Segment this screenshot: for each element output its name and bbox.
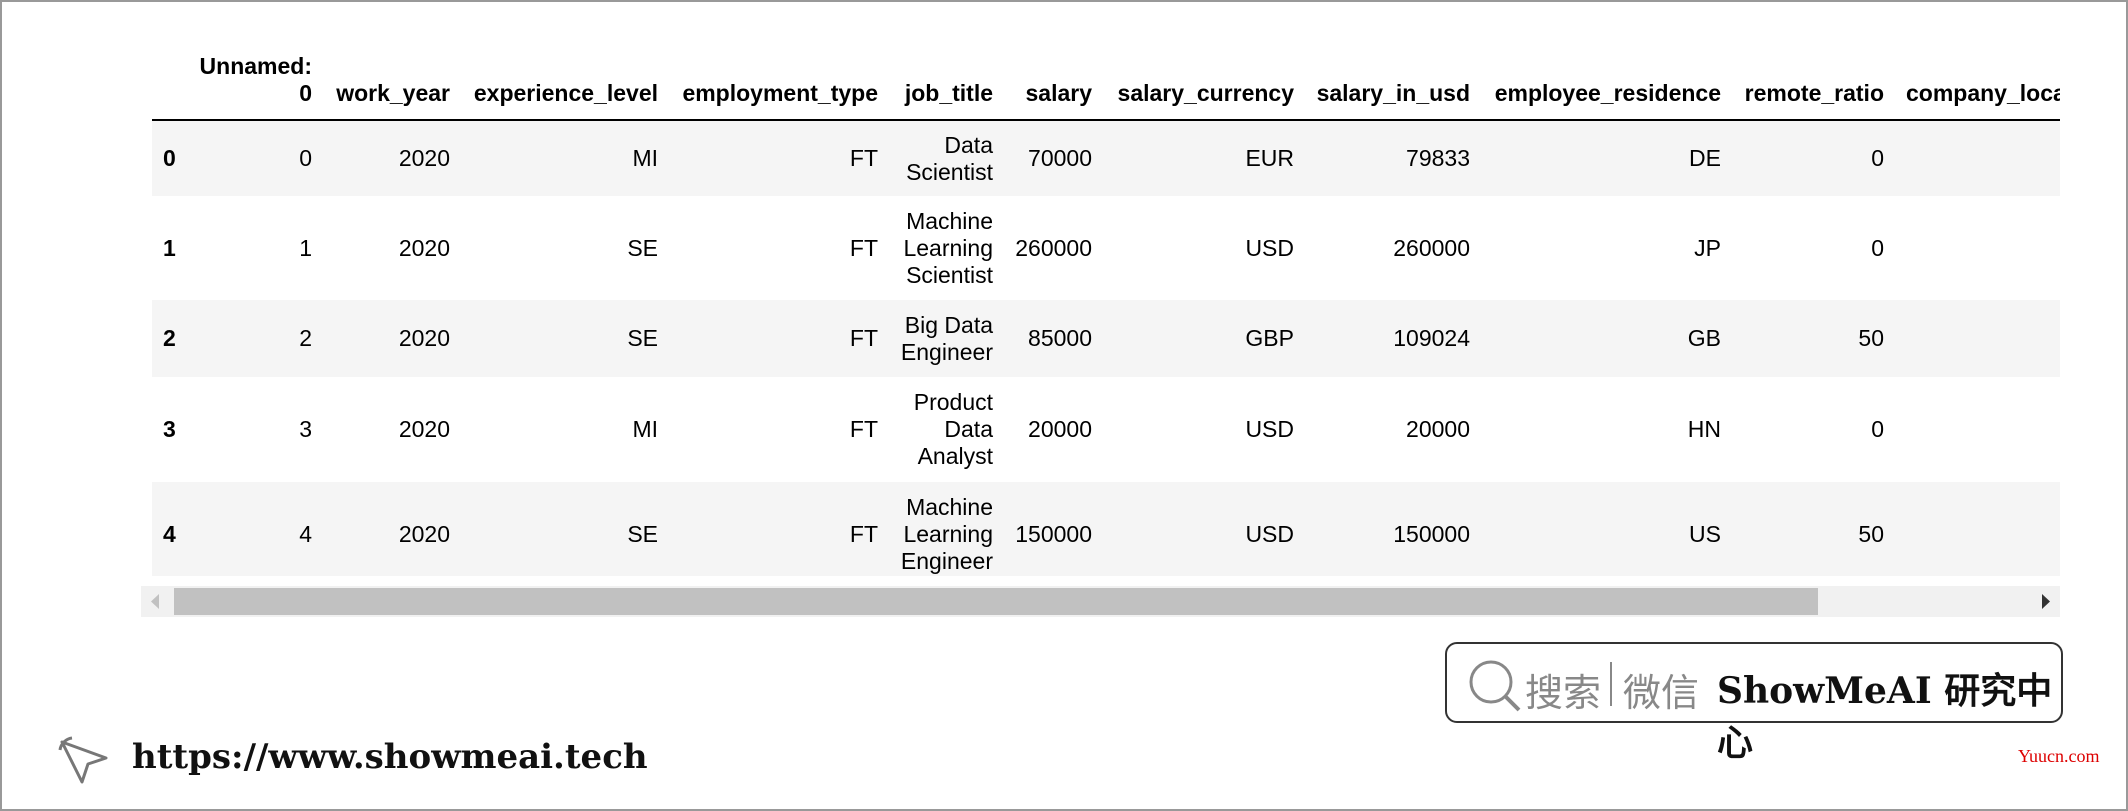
search-icon [1469,660,1521,712]
row-index: 4 [163,520,176,547]
table-cell: 260000 [1015,234,1092,261]
table-cell: 2020 [398,520,450,547]
table-cell: Data Scientist [906,131,993,185]
scroll-left-arrow[interactable] [149,594,161,609]
column-header: employment_type [682,80,878,106]
table-cell: 2020 [398,416,450,442]
table-cell: DE [1689,145,1721,171]
table-cell: SE [627,325,658,351]
row-index: 3 [163,416,176,442]
row-index: 1 [163,234,176,261]
table-cell-clipped [1895,196,2060,300]
footer-credit: Yuucn.com [2018,746,2100,766]
scrollbar-thumb[interactable] [174,588,1818,615]
watermark-wechat: 微信 [1623,671,1700,715]
table-cell: Machine Learning Scientist [903,207,993,288]
table-cell: Product Data Analyst [913,389,993,469]
table-cell: 2020 [398,325,450,351]
footer-url[interactable]: https://www.showmeai.tech [132,737,648,777]
table-cell: GBP [1245,325,1294,351]
watermark-search: 搜索 [1525,671,1602,715]
table-cell: 0 [1871,416,1884,442]
table-cell: 150000 [1393,520,1470,547]
table-cell: FT [849,416,878,442]
table-cell: GB [1687,325,1721,351]
cursor-icon [58,736,108,784]
column-header: remote_ratio [1744,80,1884,106]
table-cell-clipped [1895,300,2060,377]
column-header: Unnamed: 0 [199,53,312,106]
table-cell: 2 [299,325,312,351]
table-cell: 3 [299,416,312,442]
dataframe: Unnamed: 0 work_year experience_level emplo… [152,41,2060,576]
table-row: 4 4 2020 SE FT Machine Learning Engineer 15000… [152,482,2060,576]
column-header: employee_residence [1494,80,1721,106]
table-cell: EUR [1245,145,1294,171]
table-cell: USD [1245,416,1294,442]
table-cell: JP [1694,234,1721,261]
table-cell: US [1689,520,1721,547]
column-header: job_title [904,80,993,106]
table-cell: 109024 [1393,325,1470,351]
header-row: Unnamed: 0 work_year experience_level emplo… [152,41,2060,120]
table-cell: MI [632,145,658,171]
table-viewport: Unnamed: 0 work_year experience_level emplo… [152,41,2060,576]
row-index: 2 [163,325,176,351]
table-cell: 79833 [1406,145,1470,171]
table-row: 2 2 2020 SE FT Big Data Engineer 85000 GBP 10902… [152,300,2060,377]
separator [1610,662,1612,706]
table-cell: MI [632,416,658,442]
table-cell: 20000 [1406,416,1470,442]
table-cell: 4 [299,520,312,547]
table-cell: FT [849,234,878,261]
column-header: salary_in_usd [1316,80,1470,106]
watermark-brand: ShowMeAI 研究中心 [1717,670,2053,764]
table-cell: 2020 [398,145,450,171]
table-row: 1 1 2020 SE FT Machine Learning Scientist 2600… [152,196,2060,300]
column-header: work_year [336,80,450,106]
table-cell: 20000 [1028,416,1092,442]
watermark-box: 搜索 微信 ShowMeAI 研究中心 [1445,642,2063,764]
table-cell: 50 [1858,325,1884,351]
column-header: experience_level [473,80,658,106]
table-cell: Big Data Engineer [900,311,993,365]
table-cell: 0 [1871,234,1884,261]
table-cell: 85000 [1028,325,1092,351]
table-cell: 150000 [1015,520,1092,547]
table-cell: FT [849,520,878,547]
horizontal-scrollbar[interactable] [141,586,2060,617]
table-row: 0 0 2020 MI FT Data Scientist 70000 EUR 79833 DE 0 [152,120,2060,196]
table-cell: 0 [299,145,312,171]
table-body: 0 0 2020 MI FT Data Scientist 70000 EUR 79833 DE 0… [152,120,2060,576]
table-cell: FT [849,325,878,351]
table-cell: 260000 [1393,234,1470,261]
index-header [152,41,187,120]
row-index: 0 [163,145,176,171]
table-cell: 0 [1871,145,1884,171]
table-row: 3 3 2020 MI FT Product Data Analyst 20000 USD 20… [152,377,2060,482]
scroll-right-arrow[interactable] [2040,594,2052,609]
table-cell: 50 [1858,520,1884,547]
table-cell: Machine Learning Engineer [900,493,993,574]
table-cell: SE [627,234,658,261]
table-cell: USD [1245,520,1294,547]
column-header: company_location [1906,80,2060,106]
table-cell-clipped [1895,482,2060,576]
table-cell: 1 [299,234,312,261]
table-cell: 70000 [1028,145,1092,171]
table-cell: 2020 [398,234,450,261]
table-cell: HN [1687,416,1721,442]
table-cell-clipped [1895,377,2060,482]
table-cell-clipped [1895,120,2060,196]
column-header: salary [1025,80,1092,106]
column-header: salary_currency [1117,80,1294,106]
table-cell: USD [1245,234,1294,261]
table-cell: FT [849,145,878,171]
table-cell: SE [627,520,658,547]
